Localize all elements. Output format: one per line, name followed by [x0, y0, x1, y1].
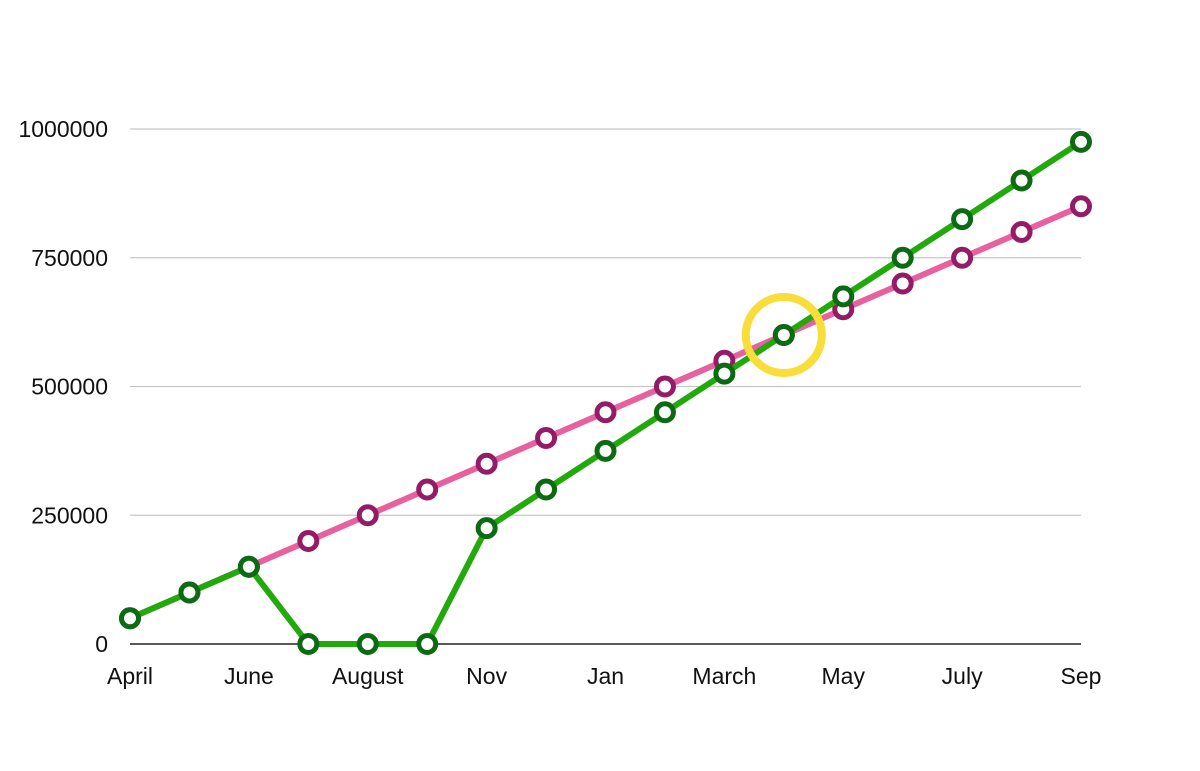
data-point: [1010, 169, 1033, 192]
x-tick-label: August: [332, 663, 404, 689]
y-tick-label: 750000: [31, 245, 108, 271]
data-point: [891, 272, 914, 295]
data-point: [1010, 221, 1033, 243]
data-point: [178, 581, 201, 604]
data-point: [1070, 195, 1092, 218]
data-point: [119, 607, 141, 630]
x-axis-tick-labels: April June August Nov Jan March May July Sep: [107, 663, 1101, 689]
data-point: [653, 401, 676, 424]
data-point: [475, 452, 498, 475]
series-line: [127, 138, 1084, 647]
data-point: [653, 375, 676, 398]
y-tick-label: 0: [95, 631, 108, 657]
x-tick-label: Sep: [1061, 663, 1102, 689]
data-point: [832, 285, 855, 308]
data-point: [416, 478, 439, 501]
x-tick-label: July: [942, 663, 983, 689]
data-point: [1070, 130, 1092, 153]
series-1: [119, 195, 1092, 630]
data-point: [951, 208, 974, 231]
data-point: [535, 427, 558, 449]
data-point: [594, 439, 617, 462]
grid-lines: [130, 128, 1081, 645]
x-tick-label: May: [822, 663, 866, 689]
data-point: [594, 401, 617, 424]
y-tick-label: 250000: [31, 502, 108, 528]
y-tick-label: 500000: [31, 374, 108, 400]
data-point: [951, 246, 974, 269]
data-point: [237, 555, 260, 578]
x-tick-label: Nov: [466, 663, 507, 689]
data-point: [772, 324, 795, 346]
series-lines: [119, 130, 1092, 655]
y-tick-label: 1000000: [18, 116, 108, 142]
y-axis-tick-labels: 0 250000 500000 750000 1000000: [18, 116, 108, 657]
data-point: [475, 517, 498, 540]
data-point: [297, 633, 320, 655]
highlight-circle: [741, 293, 826, 377]
data-point: [356, 633, 379, 655]
highlight-marker: [741, 293, 826, 377]
data-point: [891, 246, 914, 269]
data-point: [297, 530, 320, 552]
series-2: [119, 130, 1092, 655]
x-tick-label: April: [107, 663, 153, 689]
x-tick-label: June: [224, 663, 274, 689]
data-point: [356, 504, 379, 527]
data-point: [713, 362, 736, 385]
data-point: [535, 478, 558, 501]
x-tick-label: Jan: [587, 663, 624, 689]
data-point: [416, 633, 439, 655]
x-tick-label: March: [692, 663, 756, 689]
